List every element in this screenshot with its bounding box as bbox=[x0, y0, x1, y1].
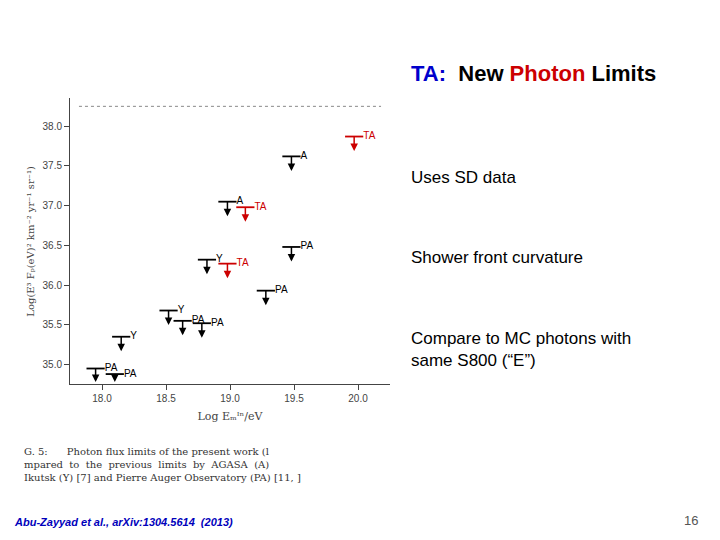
svg-text:18.0: 18.0 bbox=[92, 393, 112, 404]
svg-text:36.0: 36.0 bbox=[43, 280, 63, 291]
svg-text:Y: Y bbox=[130, 330, 137, 341]
svg-text:PA: PA bbox=[275, 284, 288, 295]
svg-text:G. 5: Photon flux limits: G. 5: Photon flux limits of the present … bbox=[24, 446, 301, 483]
svg-text:36.5: 36.5 bbox=[43, 240, 63, 251]
svg-text:A: A bbox=[301, 150, 308, 161]
svg-text:19.0: 19.0 bbox=[220, 393, 240, 404]
svg-text:37.5: 37.5 bbox=[43, 160, 63, 171]
svg-text:A: A bbox=[237, 195, 244, 206]
svg-text:PA: PA bbox=[105, 362, 118, 373]
svg-text:Log Eₘᴵⁿ/eV: Log Eₘᴵⁿ/eV bbox=[198, 410, 264, 423]
svg-text:Log(E³ Fₚ(eV)² km⁻² yr⁻¹ sr⁻¹): Log(E³ Fₚ(eV)² km⁻² yr⁻¹ sr⁻¹) bbox=[25, 166, 36, 317]
svg-text:PA: PA bbox=[211, 317, 224, 328]
svg-text:16: 16 bbox=[684, 513, 698, 528]
svg-text:Abu-Zayyad et al., arXiv:1304.: Abu-Zayyad et al., arXiv:1304.5614 (2013… bbox=[14, 516, 233, 528]
svg-text:37.0: 37.0 bbox=[43, 200, 63, 211]
svg-text:Y: Y bbox=[216, 253, 223, 264]
svg-text:PA: PA bbox=[192, 314, 205, 325]
svg-text:Compare to MC photons withsame: Compare to MC photons withsame S800 (“E”… bbox=[411, 329, 631, 370]
svg-text:18.5: 18.5 bbox=[156, 393, 176, 404]
svg-text:20.0: 20.0 bbox=[348, 393, 368, 404]
svg-text:35.0: 35.0 bbox=[43, 359, 63, 370]
svg-text:TA: TA bbox=[237, 257, 249, 268]
svg-text:35.5: 35.5 bbox=[43, 319, 63, 330]
svg-text:Shower front curvature: Shower front curvature bbox=[411, 248, 583, 267]
svg-text:Uses SD data: Uses SD data bbox=[411, 168, 516, 187]
svg-text:19.5: 19.5 bbox=[284, 393, 304, 404]
svg-text:38.0: 38.0 bbox=[43, 121, 63, 132]
svg-text:TA: TA bbox=[363, 130, 375, 141]
svg-text:PA: PA bbox=[124, 368, 137, 379]
svg-text:PA: PA bbox=[301, 240, 314, 251]
svg-text:TA: New Photon Limits: TA: New Photon Limits bbox=[411, 61, 656, 86]
svg-text:Y: Y bbox=[178, 304, 185, 315]
svg-text:TA: TA bbox=[254, 201, 266, 212]
